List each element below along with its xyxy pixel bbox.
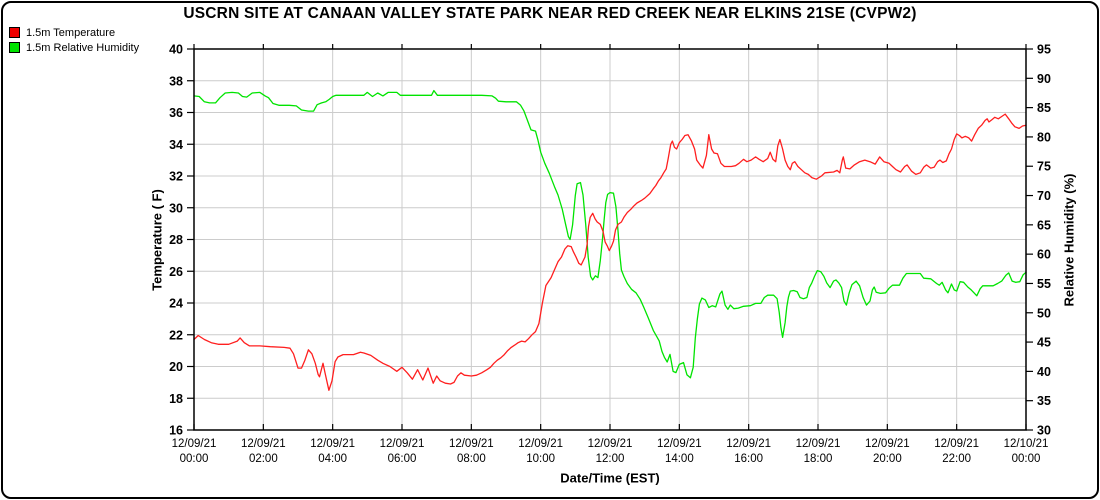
x-tick-time-label: 18:00: [804, 453, 833, 465]
y-left-tick-label: 36: [169, 106, 183, 120]
y-right-tick-label: 45: [1037, 336, 1051, 350]
x-tick-time-label: 20:00: [873, 453, 902, 465]
y-right-tick-label: 95: [1037, 43, 1051, 57]
temperature-legend-swatch-icon: [9, 27, 20, 38]
x-tick-time-label: 00:00: [180, 453, 209, 465]
x-tick-date-label: 12/09/21: [657, 438, 702, 450]
y-right-tick-label: 40: [1037, 365, 1051, 379]
humidity-line: [193, 89, 1027, 379]
x-tick-time-label: 00:00: [1012, 453, 1041, 465]
y-left-tick-label: 18: [169, 392, 183, 406]
y-right-tick-label: 85: [1037, 101, 1051, 115]
y-axis-title-left: Temperature ( F): [149, 189, 165, 291]
chart-title: USCRN SITE AT CANAAN VALLEY STATE PARK N…: [183, 5, 917, 22]
y-right-tick-label: 90: [1037, 72, 1051, 86]
x-tick-date-label: 12/09/21: [380, 438, 425, 450]
x-tick-time-label: 02:00: [249, 453, 278, 465]
x-tick-date-label: 12/09/21: [241, 438, 286, 450]
x-tick-date-label: 12/09/21: [518, 438, 563, 450]
x-tick-time-label: 12:00: [596, 453, 625, 465]
y-right-tick-label: 35: [1037, 394, 1051, 408]
y-left-tick-label: 38: [169, 74, 183, 88]
x-tick-date-label: 12/09/21: [726, 438, 771, 450]
y-right-tick-label: 60: [1037, 248, 1051, 262]
x-tick-date-label: 12/10/21: [1004, 438, 1049, 450]
y-left-tick-label: 20: [169, 360, 183, 374]
y-left-tick-label: 22: [169, 328, 183, 342]
x-tick-time-label: 14:00: [665, 453, 694, 465]
x-tick-date-label: 12/09/21: [449, 438, 494, 450]
y-left-tick-label: 28: [169, 233, 183, 247]
legend-label-humidity: 1.5m Relative Humidity: [26, 41, 140, 54]
x-tick-date-label: 12/09/21: [310, 438, 355, 450]
y-right-tick-label: 75: [1037, 160, 1051, 174]
y-right-tick-label: 65: [1037, 218, 1051, 232]
x-tick-time-label: 16:00: [734, 453, 763, 465]
x-tick-time-label: 04:00: [318, 453, 347, 465]
y-left-tick-label: 40: [169, 43, 183, 57]
x-tick-time-label: 08:00: [457, 453, 486, 465]
y-left-tick-label: 32: [169, 170, 183, 184]
legend-label-temperature: 1.5m Temperature: [26, 26, 116, 39]
y-right-tick-label: 55: [1037, 277, 1051, 291]
x-tick-date-label: 12/09/21: [865, 438, 910, 450]
y-right-tick-label: 70: [1037, 189, 1051, 203]
x-tick-date-label: 12/09/21: [934, 438, 979, 450]
x-tick-date-label: 12/09/21: [588, 438, 633, 450]
x-tick-date-label: 12/09/21: [796, 438, 841, 450]
y-left-tick-label: 16: [169, 424, 183, 438]
y-axis-title-right: Relative Humidity (%): [1061, 173, 1077, 307]
y-left-tick-label: 34: [169, 138, 183, 152]
y-right-tick-label: 80: [1037, 130, 1051, 144]
y-left-tick-label: 24: [169, 297, 183, 311]
chart-legend: 1.5m Temperature 1.5m Relative Humidity: [9, 25, 139, 55]
humidity-legend-swatch-icon: [9, 42, 20, 53]
legend-item-humidity: 1.5m Relative Humidity: [9, 40, 139, 55]
y-left-tick-label: 30: [169, 201, 183, 215]
y-right-tick-label: 30: [1037, 424, 1051, 438]
x-axis-title: Date/Time (EST): [560, 470, 660, 486]
x-tick-time-label: 22:00: [942, 453, 971, 465]
y-left-tick-label: 26: [169, 265, 183, 279]
x-tick-time-label: 10:00: [526, 453, 555, 465]
x-tick-date-label: 12/09/21: [172, 438, 217, 450]
y-right-tick-label: 50: [1037, 306, 1051, 320]
legend-item-temperature: 1.5m Temperature: [9, 25, 139, 40]
temperature-line: [193, 113, 1027, 391]
x-tick-time-label: 06:00: [388, 453, 417, 465]
